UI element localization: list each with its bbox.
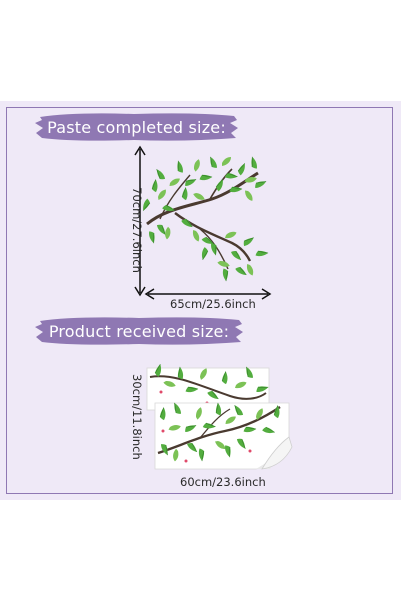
sticker-sheet-front — [154, 402, 293, 470]
product-info-card: Paste completed size: Product received s… — [0, 101, 401, 500]
height-arrow-icon — [134, 145, 146, 297]
paste-height-label: 70cm/27.6inch — [130, 187, 144, 273]
brush-stroke-icon — [35, 113, 238, 141]
paste-width-label: 65cm/25.6inch — [170, 297, 256, 311]
card-border — [6, 107, 393, 494]
brush-stroke-icon — [35, 317, 243, 345]
received-size-label: Product received size: — [48, 321, 230, 341]
width-arrow-icon — [144, 288, 272, 300]
paste-size-label: Paste completed size: — [47, 117, 226, 137]
received-size-banner: Product received size: — [34, 315, 244, 347]
illustration — [134, 145, 293, 470]
received-width-label: 60cm/23.6inch — [180, 475, 266, 489]
branch-decal-image — [139, 156, 269, 282]
received-height-label: 30cm/11.8inch — [130, 374, 144, 460]
paste-size-banner: Paste completed size: — [34, 111, 239, 143]
